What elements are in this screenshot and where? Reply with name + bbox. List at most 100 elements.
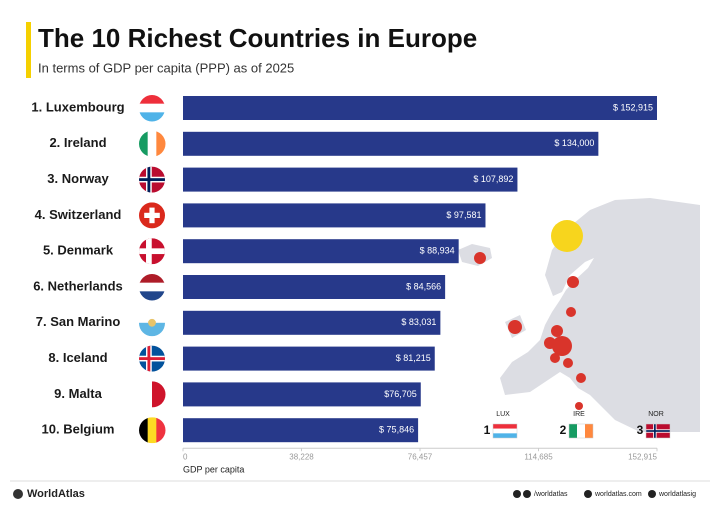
category-label: 6. Netherlands (33, 278, 123, 293)
flag-stripe (139, 95, 165, 105)
flag-cross (139, 357, 165, 361)
legend-flag (568, 423, 594, 439)
flag (139, 166, 165, 193)
bar (183, 346, 435, 371)
flag-stripe (139, 274, 165, 284)
flag (139, 345, 165, 372)
flag-stripe (139, 112, 165, 122)
category-label: 7. San Marino (36, 314, 121, 329)
bar (183, 275, 446, 299)
category-label: 5. Denmark (43, 243, 114, 258)
facebook-icon (513, 490, 521, 498)
value-label: $76,705 (384, 389, 417, 399)
flag-cross (654, 424, 656, 438)
x-tick-label: 76,457 (408, 452, 433, 461)
flag-stripe (139, 417, 149, 444)
flag-stripe (139, 103, 165, 113)
flag-stripe (493, 424, 517, 429)
flag-stripe (493, 428, 517, 434)
flag-stripe (156, 130, 166, 157)
flag (139, 238, 165, 265)
value-label: $ 81,215 (396, 353, 431, 363)
site-icon (584, 490, 592, 498)
legend-flag (492, 423, 518, 439)
x-tick-label: 114,685 (524, 452, 553, 461)
x-tick-label: 0 (183, 452, 188, 461)
flag-cross (139, 248, 165, 255)
flag-stripe (585, 424, 593, 438)
category-label: 2. Ireland (49, 135, 106, 150)
flag-cross (149, 207, 155, 224)
flag-stripe (493, 433, 517, 438)
facebook-handle: /worldatlas (534, 491, 568, 498)
legend-label: NOR (648, 411, 664, 418)
flag (139, 274, 165, 301)
instagram-icon (648, 490, 656, 498)
value-label: $ 152,915 (613, 102, 653, 112)
flag-stripe (139, 130, 149, 157)
category-label: 8. Iceland (48, 350, 107, 365)
flag-border (492, 423, 518, 439)
flag (139, 309, 165, 337)
flag-stripe (147, 417, 157, 444)
flag (139, 202, 165, 229)
category-label: 9. Malta (54, 386, 102, 401)
legend-rank: 1 (484, 423, 491, 437)
site: worldatlas.com (594, 491, 642, 498)
instagram-handle: worldatlasig (658, 491, 696, 498)
brand: WorldAtlas (27, 488, 85, 500)
legend-rank: 2 (560, 423, 567, 437)
legend-label: LUX (496, 411, 510, 418)
value-label: $ 107,892 (473, 174, 513, 184)
flag-cross (147, 166, 151, 193)
value-label: $ 134,000 (554, 138, 594, 148)
x-tick-label: 38,228 (289, 452, 314, 461)
flag-stripe (152, 381, 166, 408)
value-label: $ 84,566 (406, 281, 441, 291)
value-label: $ 75,846 (379, 425, 414, 435)
flag-border (568, 423, 594, 439)
bar (183, 382, 421, 407)
flag-stripe (577, 424, 585, 438)
brand-icon (13, 489, 23, 499)
accent-bar (26, 22, 31, 78)
bar (183, 96, 657, 120)
flag (139, 130, 166, 157)
flag-stripe (139, 291, 165, 301)
bar (183, 310, 441, 335)
flag-cross (646, 430, 670, 432)
europe-map (458, 198, 700, 432)
legend-label: IRE (573, 411, 585, 418)
flag-stripe (156, 417, 166, 444)
flag (139, 417, 166, 444)
flag (139, 95, 165, 122)
flag-cross (139, 178, 165, 182)
x-axis-label: GDP per capita (183, 465, 244, 475)
value-label: $ 97,581 (446, 210, 481, 220)
legend-rank: 3 (637, 423, 644, 437)
bar (183, 239, 459, 264)
flag-stripe (147, 130, 157, 157)
category-label: 1. Luxembourg (31, 99, 124, 114)
flag-stripe (139, 322, 165, 337)
x-tick-label: 152,915 (628, 452, 657, 461)
category-label: 3. Norway (47, 171, 109, 186)
twitter-icon (523, 490, 531, 498)
bar (183, 203, 486, 228)
flag-cross (146, 238, 152, 265)
category-label: 4. Switzerland (35, 207, 122, 222)
category-label: 10. Belgium (42, 422, 115, 437)
subtitle: In terms of GDP per capita (PPP) as of 2… (38, 60, 294, 75)
title: The 10 Richest Countries in Europe (38, 23, 477, 53)
flag (139, 381, 166, 408)
legend-flag (645, 423, 671, 439)
flag-stripe (569, 424, 577, 438)
flag-stripe (139, 309, 165, 324)
bar (183, 418, 419, 443)
flag-emblem (148, 318, 156, 327)
bar (183, 131, 599, 156)
value-label: $ 88,934 (420, 246, 455, 256)
flag-stripe (139, 282, 165, 292)
